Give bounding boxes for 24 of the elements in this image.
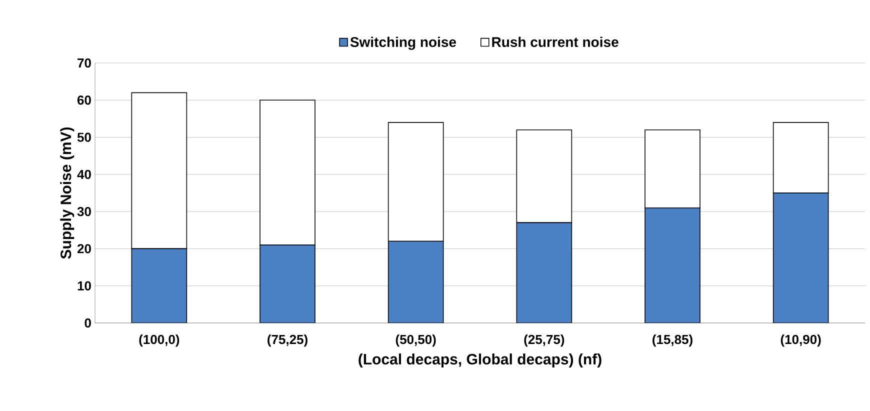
y-tick-label: 60 (77, 96, 91, 105)
y-tick-label: 20 (77, 244, 91, 254)
y-tick-label: 70 (78, 58, 91, 68)
y-axis-title: Supply Noise (mV) (60, 127, 74, 259)
y-tick-label: 10 (78, 281, 91, 290)
x-axis-title: (Local decaps, Global decaps) (nf) (358, 354, 602, 368)
bar (644, 207, 700, 323)
legend-label: Rush current noise (492, 36, 618, 48)
bar (131, 248, 188, 323)
x-tick-label: (10,90) (780, 334, 821, 347)
y-tick-label: 50 (77, 132, 91, 142)
y-tick-label: 0 (84, 318, 91, 328)
bar (772, 192, 829, 323)
bar (516, 222, 572, 323)
x-tick-label: (75,25) (268, 334, 308, 347)
x-tick-label: (100,0) (139, 334, 180, 347)
bar (260, 244, 316, 323)
legend-label: Switching noise (350, 36, 456, 50)
x-tick-label: (25,75) (524, 334, 564, 347)
x-tick-label: (50,50) (396, 334, 436, 347)
bar (388, 240, 444, 323)
y-tick-label: 40 (77, 170, 91, 180)
x-tick-label: (15,85) (652, 334, 692, 347)
y-tick-label: 30 (77, 206, 91, 216)
